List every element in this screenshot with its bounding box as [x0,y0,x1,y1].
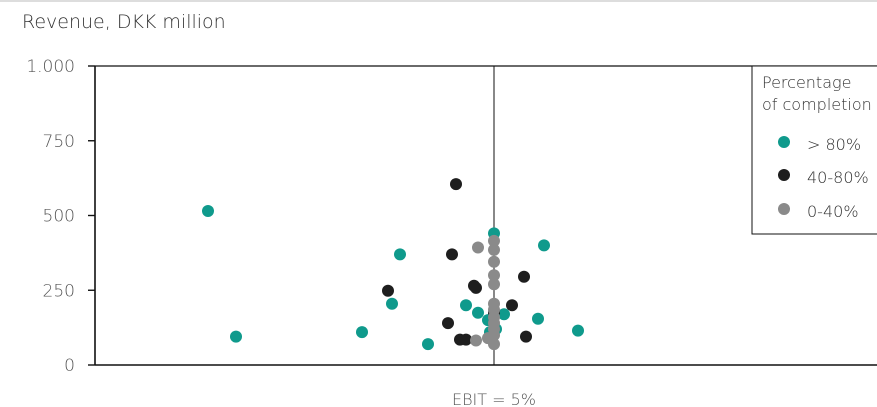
scatter-point [202,205,214,217]
scatter-point [572,324,584,337]
y-tick-label: 250 [43,281,75,301]
chart-title: Revenue, DKK million [22,11,226,33]
scatter-point [532,312,544,325]
scatter-point [386,297,398,310]
scatter-point [394,248,406,261]
scatter-point [356,326,368,339]
legend-label-high: > 80% [807,135,861,154]
scatter-point [488,234,500,247]
x-reference-label: EBIT = 5% [452,390,536,407]
legend-title-line-2: of completion [762,95,872,114]
scatter-point [506,299,518,312]
scatter-point [472,306,484,319]
y-tick-group: 0 250 500 750 1.000 [26,57,95,376]
legend-marker-high [778,136,790,148]
scatter-point [488,255,500,268]
scatter-point [518,270,530,283]
scatter-point [460,299,472,312]
scatter-point [488,278,500,291]
legend-marker-low [778,203,790,215]
scatter-point [460,333,472,346]
y-tick-label: 750 [43,132,75,152]
legend-box [751,65,877,235]
scatter-point [470,281,482,294]
y-tick-label: 500 [43,207,75,227]
y-tick-label: 0 [64,356,75,376]
scatter-point [230,330,242,343]
legend-title-line-1: Percentage [762,73,851,92]
scatter-point [470,334,482,347]
scatter-point [520,330,532,343]
scatter-point [472,241,484,254]
scatter-point [488,338,500,351]
scatter-point [382,284,394,297]
legend-marker-mid [778,169,790,181]
legend-label-mid: 40-80% [807,168,869,187]
legend-label-low: 0-40% [807,202,859,221]
scatter-point [538,239,550,252]
scatter-point [442,317,454,330]
scatter-point [446,248,458,261]
scatter-point [498,308,510,321]
scatter-point [450,178,462,191]
data-points [202,178,584,351]
scatter-point [488,269,500,282]
legend: Percentage of completion > 80% 40-80% 0-… [751,65,877,235]
scatter-point [488,243,500,256]
y-tick-label: 1.000 [26,57,75,77]
scatter-point [422,338,434,351]
